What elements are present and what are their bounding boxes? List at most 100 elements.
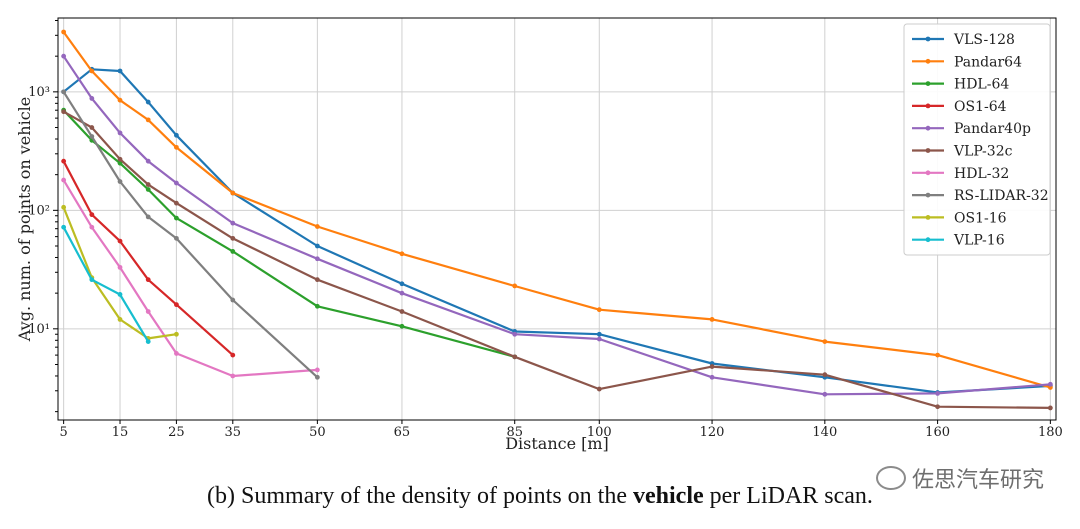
data-point	[117, 130, 123, 136]
data-point	[709, 374, 715, 380]
series-layer	[61, 29, 1053, 411]
legend-label: Pandar64	[954, 54, 1022, 70]
data-point	[230, 373, 236, 379]
legend-marker	[925, 215, 931, 220]
caption-bold: vehicle	[633, 483, 704, 509]
data-point	[596, 331, 602, 337]
data-point	[89, 134, 95, 139]
data-point	[117, 156, 123, 162]
data-point	[314, 277, 320, 283]
data-point	[117, 179, 123, 184]
caption-prefix: (b) Summary of the density of points on …	[207, 483, 633, 509]
legend-item: RS-LIDAR-32	[912, 188, 1049, 204]
data-point	[117, 160, 123, 166]
x-tick-label: 100	[587, 425, 612, 440]
x-tick-label: 65	[394, 425, 411, 440]
series-pandar64	[61, 29, 1053, 390]
series-line	[62, 31, 1051, 389]
data-point	[1047, 381, 1053, 387]
data-point	[61, 158, 67, 164]
data-point	[174, 302, 179, 308]
series-hdl-64	[61, 107, 518, 360]
data-point	[230, 352, 236, 358]
data-point	[399, 290, 405, 296]
y-tick-label: 10³	[28, 85, 50, 100]
data-point	[935, 404, 940, 410]
legend-marker	[925, 125, 931, 131]
data-point	[314, 224, 320, 229]
x-tick-label: 35	[225, 425, 242, 440]
series-line	[62, 109, 515, 358]
data-point	[596, 307, 602, 313]
data-point	[174, 351, 179, 356]
data-point	[512, 354, 518, 360]
data-point	[822, 372, 828, 378]
series-os1-64	[61, 158, 236, 358]
legend-marker	[925, 192, 931, 198]
data-point	[89, 224, 95, 230]
series-pandar40p	[61, 53, 1053, 397]
x-tick-label: 85	[506, 425, 523, 440]
legend-marker	[925, 36, 931, 42]
series-line	[62, 91, 319, 379]
data-point	[145, 277, 151, 283]
data-point	[230, 249, 236, 254]
series-line	[63, 110, 1051, 409]
data-point	[314, 256, 320, 262]
data-point	[174, 235, 179, 241]
data-point	[314, 243, 320, 249]
data-point	[89, 125, 95, 130]
x-tick-label: 25	[168, 425, 185, 440]
legend-marker	[925, 170, 931, 176]
legend-marker	[925, 103, 931, 109]
legend-label: RS-LIDAR-32	[954, 188, 1049, 204]
legend-item: VLP-32c	[912, 144, 1013, 160]
data-point	[174, 331, 179, 337]
x-tick-label: 50	[309, 425, 326, 440]
data-point	[89, 212, 95, 218]
data-point	[117, 68, 123, 74]
x-axis-label: Distance [m]	[505, 434, 609, 453]
legend-label: Pandar40p	[954, 121, 1031, 137]
data-point	[399, 309, 405, 314]
legend-marker	[925, 237, 931, 243]
data-point	[145, 309, 151, 314]
data-point	[117, 317, 123, 322]
legend: VLS-128 Pandar64 HDL-64 OS1-64 Pandar40p VLP-…	[903, 23, 1051, 256]
data-point	[61, 177, 67, 183]
data-point	[61, 109, 67, 115]
y-tick-label: 10¹	[28, 322, 50, 337]
legend-label: HDL-64	[954, 77, 1009, 93]
data-point	[89, 96, 95, 101]
data-point	[596, 386, 602, 392]
data-point	[399, 281, 405, 287]
x-tick-label: 5	[59, 425, 67, 440]
data-point	[117, 238, 123, 244]
legend-item: OS1-64	[912, 99, 1007, 115]
data-point	[61, 204, 67, 210]
data-point	[935, 391, 940, 396]
x-tick-label: 120	[700, 425, 725, 440]
legend-label: VLP-32c	[953, 144, 1013, 160]
x-axis: 5 15 25 35 50 65 85 100 120 140 160 180	[59, 420, 1063, 440]
data-point	[314, 303, 320, 309]
legend-label: VLS-128	[953, 32, 1015, 48]
data-point	[61, 53, 67, 59]
data-point	[117, 292, 123, 297]
data-point	[89, 68, 95, 74]
x-tick-label: 160	[925, 425, 950, 440]
data-point	[709, 317, 715, 322]
data-point	[314, 374, 320, 380]
data-point	[117, 97, 123, 103]
series-line	[62, 179, 318, 378]
data-point	[399, 251, 405, 257]
legend-label: OS1-16	[954, 210, 1007, 226]
data-point	[145, 182, 151, 187]
series-vlp-32c	[61, 109, 1053, 411]
series-hdl-32	[61, 177, 320, 379]
data-point	[145, 187, 151, 192]
legend-marker	[925, 148, 931, 153]
data-point	[230, 235, 236, 241]
legend-box	[903, 23, 1051, 256]
data-point	[145, 99, 151, 105]
